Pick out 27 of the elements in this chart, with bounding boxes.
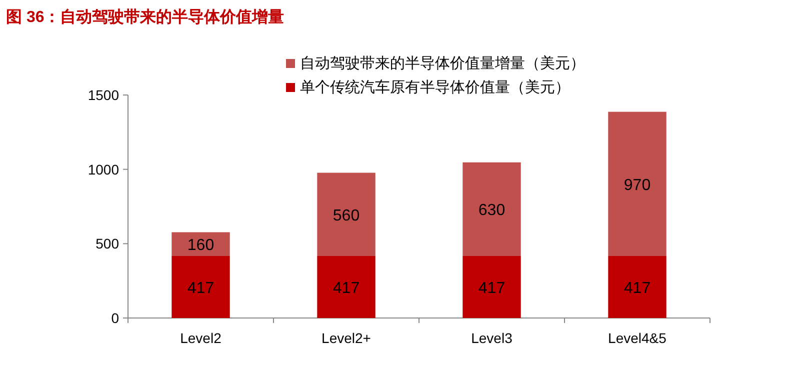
chart-title: 图 36：自动驾驶带来的半导体价值增量 [6,8,284,26]
bar [608,256,666,318]
y-tick-label: 500 [96,236,120,252]
y-tick-label: 0 [111,310,120,326]
x-tick-label: Level3 [471,330,513,346]
data-label: 970 [624,176,651,194]
x-tick-label: Level2 [180,330,222,346]
data-label: 417 [624,280,651,298]
data-label: 417 [187,280,214,298]
y-tick-label: 1500 [88,87,120,103]
data-label: 417 [332,280,360,298]
y-tick-label: 1000 [88,161,120,178]
bar [608,112,666,256]
legend-label: 自动驾驶带来的半导体价值量增量（美元） [300,55,585,72]
x-tick-label: Level2+ [322,330,371,346]
data-label: 417 [478,280,506,298]
data-label: 560 [332,207,360,224]
bar [172,256,230,318]
bar [462,256,521,318]
legend-label: 单个传统汽车原有半导体价值量（美元） [300,79,570,96]
bar [317,172,376,256]
data-label: 630 [478,202,506,220]
x-tick-label: Level4&5 [608,330,667,346]
bar [317,256,376,318]
bar [172,232,230,256]
bar [462,162,521,256]
data-label: 160 [187,237,214,254]
